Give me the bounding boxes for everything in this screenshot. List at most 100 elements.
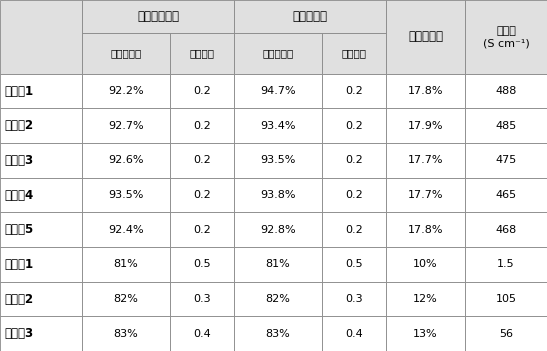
Bar (465, 74, 547, 108)
Text: 耐湿热老化: 耐湿热老化 (293, 10, 328, 23)
Bar (234, 74, 322, 108)
Text: 12%: 12% (413, 294, 438, 304)
Bar (82, 0, 234, 33)
Text: 0.2: 0.2 (345, 225, 363, 235)
Bar (234, 33, 322, 74)
Text: 17.9%: 17.9% (408, 121, 443, 131)
Bar (0, 108, 82, 143)
Text: 0.2: 0.2 (193, 190, 211, 200)
Text: 0.4: 0.4 (345, 329, 363, 339)
Text: 实施例4: 实施例4 (4, 188, 33, 201)
Bar (0, 143, 82, 178)
Bar (322, 316, 386, 351)
Text: 实施例3: 实施例3 (4, 154, 33, 167)
Text: 0.2: 0.2 (345, 190, 363, 200)
Text: 17.7%: 17.7% (408, 190, 443, 200)
Bar (170, 74, 234, 108)
Bar (0, 212, 82, 247)
Text: 92.4%: 92.4% (108, 225, 144, 235)
Text: 105: 105 (496, 294, 516, 304)
Bar (322, 247, 386, 282)
Text: 17.8%: 17.8% (408, 86, 443, 96)
Text: 0.5: 0.5 (345, 259, 363, 269)
Text: 83%: 83% (114, 329, 138, 339)
Bar (234, 282, 322, 316)
Bar (170, 143, 234, 178)
Text: 透光保持率: 透光保持率 (263, 48, 294, 59)
Text: 92.2%: 92.2% (108, 86, 144, 96)
Bar (82, 178, 170, 212)
Text: 对比例1: 对比例1 (4, 258, 33, 271)
Bar (322, 33, 386, 74)
Text: 0.2: 0.2 (345, 155, 363, 165)
Bar (234, 247, 322, 282)
Bar (386, 74, 465, 108)
Text: 0.2: 0.2 (193, 86, 211, 96)
Bar (322, 74, 386, 108)
Text: 17.8%: 17.8% (408, 225, 443, 235)
Bar (0, 74, 82, 108)
Text: 56: 56 (499, 329, 513, 339)
Bar (386, 143, 465, 178)
Text: 475: 475 (496, 155, 516, 165)
Bar (0, 282, 82, 316)
Text: 0.2: 0.2 (193, 225, 211, 235)
Text: 81%: 81% (114, 259, 138, 269)
Text: 黄变指数: 黄变指数 (341, 48, 366, 59)
Text: 0.3: 0.3 (193, 294, 211, 304)
Text: 实施例1: 实施例1 (4, 85, 33, 98)
Bar (0, 316, 82, 351)
Bar (82, 108, 170, 143)
Text: 93.5%: 93.5% (260, 155, 296, 165)
Bar (82, 143, 170, 178)
Text: 0.2: 0.2 (193, 155, 211, 165)
Bar (170, 33, 234, 74)
Bar (465, 0, 547, 74)
Bar (234, 212, 322, 247)
Bar (465, 212, 547, 247)
Text: 光电转换率: 光电转换率 (408, 30, 443, 44)
Bar (322, 212, 386, 247)
Text: 0.2: 0.2 (345, 86, 363, 96)
Bar (170, 316, 234, 351)
Text: 对比例3: 对比例3 (4, 327, 33, 340)
Bar (322, 143, 386, 178)
Text: 实施例5: 实施例5 (4, 223, 33, 236)
Text: 0.2: 0.2 (193, 121, 211, 131)
Text: 92.7%: 92.7% (108, 121, 144, 131)
Text: 黄变指数: 黄变指数 (190, 48, 214, 59)
Text: 465: 465 (496, 190, 516, 200)
Bar (234, 178, 322, 212)
Bar (386, 316, 465, 351)
Text: 0.4: 0.4 (193, 329, 211, 339)
Bar (386, 0, 465, 74)
Text: 0.5: 0.5 (193, 259, 211, 269)
Text: 实施例2: 实施例2 (4, 119, 33, 132)
Text: 93.8%: 93.8% (260, 190, 296, 200)
Bar (82, 74, 170, 108)
Text: 1.5: 1.5 (497, 259, 515, 269)
Bar (386, 212, 465, 247)
Bar (465, 247, 547, 282)
Bar (82, 282, 170, 316)
Bar (386, 178, 465, 212)
Text: 488: 488 (495, 86, 517, 96)
Bar (465, 282, 547, 316)
Bar (170, 212, 234, 247)
Bar (386, 108, 465, 143)
Text: 82%: 82% (114, 294, 138, 304)
Text: 94.7%: 94.7% (260, 86, 296, 96)
Text: 83%: 83% (266, 329, 290, 339)
Bar (170, 108, 234, 143)
Bar (170, 282, 234, 316)
Bar (465, 178, 547, 212)
Bar (0, 178, 82, 212)
Text: 92.6%: 92.6% (108, 155, 144, 165)
Bar (234, 0, 386, 33)
Text: 17.7%: 17.7% (408, 155, 443, 165)
Text: 对比例2: 对比例2 (4, 292, 33, 305)
Bar (234, 108, 322, 143)
Bar (170, 247, 234, 282)
Bar (170, 178, 234, 212)
Bar (0, 0, 82, 74)
